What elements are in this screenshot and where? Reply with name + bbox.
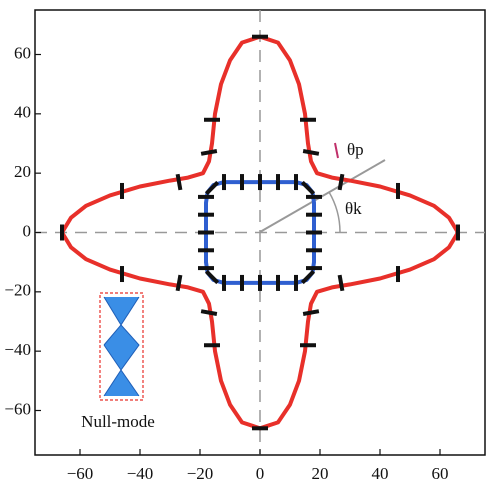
y-tick-label: 60 (14, 43, 31, 62)
y-tick-label: 20 (14, 162, 31, 181)
x-tick-label: 60 (432, 464, 449, 483)
polarization-marker (200, 309, 218, 316)
polarization-marker (204, 269, 220, 285)
y-tick-label: −40 (4, 340, 31, 359)
inset-label: Null-mode (81, 412, 155, 431)
theta-p-mark (334, 142, 339, 159)
polarization-marker (175, 274, 183, 292)
y-tick-label: −60 (4, 399, 31, 418)
polarization-marker (204, 180, 220, 196)
theta-k-arc (328, 191, 341, 233)
theta-p-label: θp (347, 140, 364, 159)
polarization-marker (175, 173, 183, 191)
polarization-marker (302, 309, 320, 316)
x-tick-label: −60 (67, 464, 94, 483)
y-tick-label: 40 (14, 103, 31, 122)
polarization-marker (300, 269, 316, 285)
polarization-marker (337, 274, 345, 292)
polarization-marker (300, 180, 316, 196)
x-tick-label: −40 (127, 464, 154, 483)
k-direction (259, 159, 386, 233)
x-tick-label: 20 (312, 464, 329, 483)
x-tick-label: 0 (256, 464, 265, 483)
inset-lines (103, 296, 140, 397)
inset-pattern (104, 297, 139, 396)
polarization-marker (302, 149, 320, 156)
polarization-marker (200, 149, 218, 156)
x-tick-label: −20 (187, 464, 214, 483)
inset-frame (99, 292, 144, 401)
theta-k-label: θk (345, 199, 362, 218)
y-tick-label: 0 (23, 221, 32, 240)
polarization-marker (337, 173, 345, 191)
x-tick-label: 40 (372, 464, 389, 483)
y-tick-label: −20 (4, 281, 31, 300)
inset (99, 292, 144, 401)
